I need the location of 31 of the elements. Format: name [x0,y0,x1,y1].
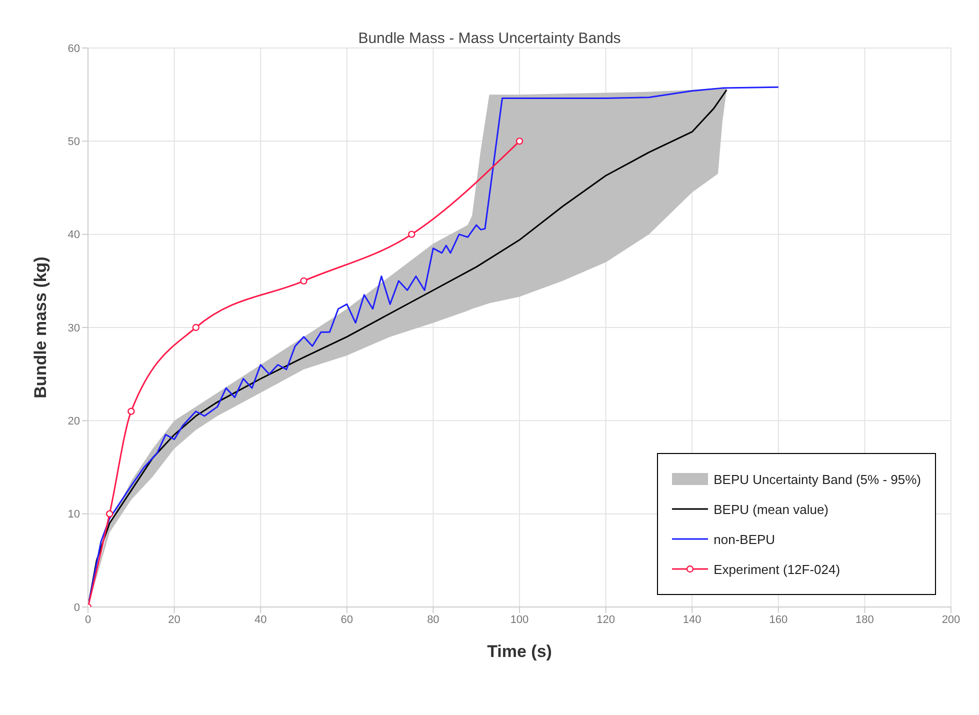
x-tick-label: 20 [168,614,180,626]
x-tick-label: 100 [510,614,529,626]
y-tick-label: 0 [74,602,80,614]
y-tick-label: 60 [68,42,80,55]
x-tick-label: 200 [942,614,960,626]
y-tick-label: 10 [68,508,80,521]
point [408,230,416,238]
y-tick-label: 50 [68,136,80,148]
legend-label: Experiment (12F-024) [714,562,840,576]
x-tick-label: 40 [254,614,267,626]
point [128,408,135,415]
point [192,324,200,332]
x-tick-label: 0 [84,614,92,626]
y-tick-label: 20 [68,416,80,428]
legend-label: BEPU (mean value) [714,502,829,516]
x-tick-label: 120 [596,614,615,626]
x-axis-title: Time (s) [487,642,552,661]
point [106,510,114,518]
x-tick-label: 80 [427,614,440,626]
x-tick-label: 140 [682,614,702,626]
legend-label: non-BEPU [714,532,776,546]
y-axis-title: Bundle mass (kg) [31,256,50,398]
point [300,277,308,285]
y-tick-label: 30 [68,322,80,334]
x-tick-label: 160 [769,614,788,626]
chart-title: Bundle Mass - Mass Uncertainty Bands [358,30,621,47]
legend-label: BEPU Uncertainty Band (5% - 95%) [714,472,921,486]
x-tick-label: 180 [856,614,874,626]
point [516,138,524,145]
y-tick-label: 40 [68,229,80,242]
x-tick-label: 60 [340,614,354,626]
